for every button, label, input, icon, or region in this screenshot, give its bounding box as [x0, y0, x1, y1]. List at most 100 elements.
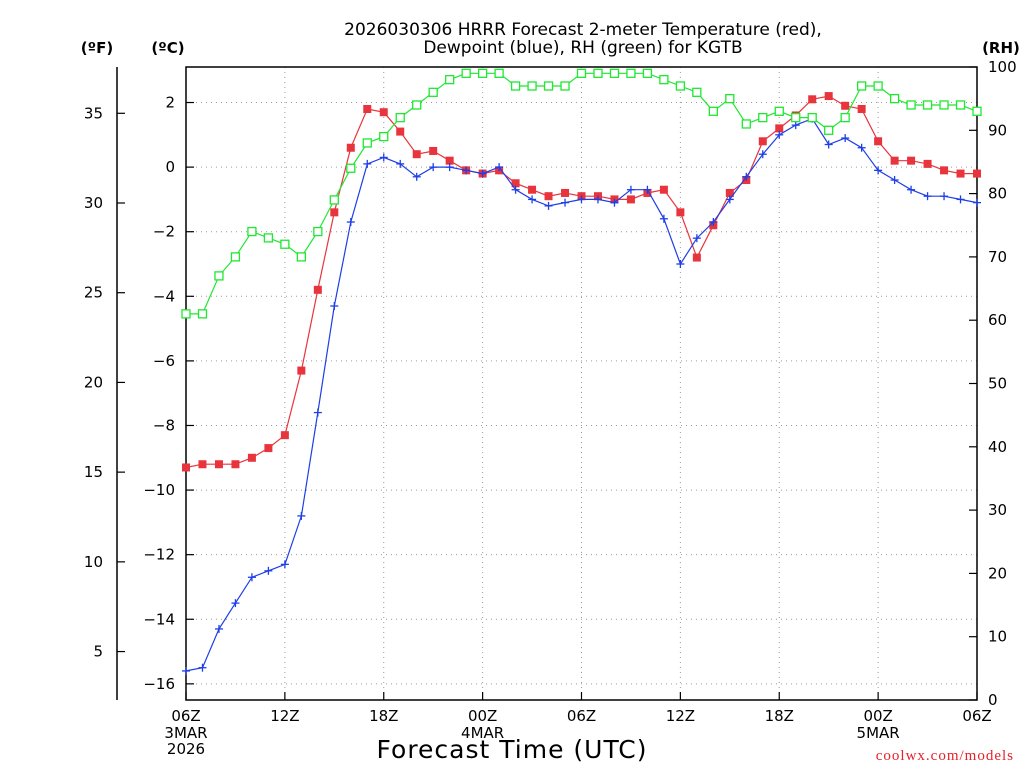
time-tick-label: 06Z: [171, 707, 200, 725]
fahrenheit-tick-label: 20: [84, 373, 103, 391]
data-point-rh: [461, 68, 471, 78]
data-point-temperature: [330, 208, 339, 217]
data-point-rh: [626, 68, 636, 78]
data-point-rh: [889, 94, 900, 104]
data-point-rh: [181, 309, 191, 319]
data-point-rh: [725, 94, 735, 104]
data-point-temperature: [659, 185, 668, 194]
rh-tick-label: 80: [988, 185, 1007, 203]
rh-tick-label: 70: [988, 248, 1007, 266]
data-point-temperature: [561, 188, 570, 197]
data-point-temperature: [923, 159, 932, 168]
data-point-dewpoint: [824, 140, 833, 149]
data-point-temperature: [973, 169, 981, 178]
data-point-temperature: [808, 95, 817, 104]
data-point-rh: [477, 68, 488, 78]
fahrenheit-tick-label: 5: [93, 643, 103, 661]
data-point-rh: [362, 138, 372, 148]
celsius-tick-label: −6: [153, 352, 175, 370]
data-point-temperature: [626, 195, 635, 204]
data-point-temperature: [841, 101, 850, 110]
data-point-dewpoint: [561, 198, 570, 207]
data-point-dewpoint: [725, 195, 734, 204]
data-point-rh: [494, 68, 504, 78]
date-label: 5MAR: [857, 724, 900, 742]
data-point-rh: [510, 81, 521, 91]
time-tick-label: 00Z: [468, 707, 497, 725]
fahrenheit-tick-label: 30: [84, 194, 103, 212]
data-point-rh: [774, 106, 784, 116]
chart-title-line: 2026030306 HRRR Forecast 2-meter Tempera…: [344, 20, 822, 40]
data-point-dewpoint: [379, 153, 388, 162]
data-point-dewpoint: [198, 663, 207, 672]
date-label: 4MAR: [461, 724, 504, 742]
data-point-rh: [642, 68, 653, 78]
data-point-dewpoint: [709, 218, 718, 227]
data-point-temperature: [264, 444, 273, 453]
fahrenheit-tick-label: 25: [84, 284, 103, 302]
data-point-dewpoint: [247, 573, 256, 582]
data-point-temperature: [890, 156, 899, 165]
data-point-temperature: [379, 108, 388, 117]
data-point-dewpoint: [313, 408, 322, 417]
data-point-dewpoint: [841, 134, 850, 143]
celsius-tick-label: −14: [143, 610, 175, 628]
time-tick-label: 12Z: [666, 707, 695, 725]
data-point-temperature: [874, 137, 883, 146]
data-point-dewpoint: [214, 624, 223, 633]
data-point-temperature: [214, 460, 223, 469]
celsius-tick-label: −4: [153, 287, 175, 305]
data-point-rh: [527, 81, 537, 91]
rh-tick-label: 0: [988, 691, 998, 709]
rh-tick-label: 100: [988, 58, 1017, 76]
celsius-tick-label: −16: [143, 675, 175, 693]
data-point-rh: [445, 75, 455, 85]
data-point-temperature: [297, 366, 306, 375]
data-point-dewpoint: [528, 195, 537, 204]
rh-tick-label: 60: [988, 311, 1007, 329]
data-point-dewpoint: [264, 566, 273, 575]
time-tick-label: 18Z: [765, 707, 794, 725]
data-point-temperature: [956, 169, 965, 178]
data-point-rh: [593, 68, 603, 78]
data-point-dewpoint: [643, 185, 652, 194]
time-tick-label: 00Z: [863, 707, 892, 725]
data-point-dewpoint: [676, 260, 685, 269]
data-point-temperature: [528, 185, 537, 194]
rh-unit-label: (RH): [982, 39, 1020, 57]
data-point-temperature: [445, 156, 454, 165]
data-point-rh: [214, 271, 224, 281]
data-point-rh: [856, 81, 867, 91]
data-point-rh: [428, 87, 438, 97]
data-point-dewpoint: [973, 198, 981, 207]
data-point-dewpoint: [577, 195, 586, 204]
celsius-axis: 2 0 −2 −4 −6 −8 −10 −12 −14 −16: [143, 94, 194, 693]
plot-frame: [185, 66, 978, 701]
data-point-rh: [609, 68, 620, 78]
data-point-dewpoint: [478, 169, 487, 178]
celsius-tick-label: −12: [143, 546, 175, 564]
data-point-dewpoint: [544, 201, 553, 210]
fahrenheit-unit-label: (ºF): [81, 39, 113, 57]
data-point-dewpoint: [610, 198, 619, 207]
data-point-temperature: [247, 453, 256, 462]
fahrenheit-axis: 35 30 25 20 15 10 5: [84, 67, 125, 700]
data-point-dewpoint: [429, 163, 438, 172]
celsius-tick-label: −10: [143, 481, 175, 499]
data-point-dewpoint: [330, 301, 339, 310]
data-point-dewpoint: [231, 599, 240, 608]
data-point-dewpoint: [462, 166, 471, 175]
data-point-rh: [543, 81, 554, 91]
data-point-rh: [692, 87, 702, 97]
data-point-dewpoint: [346, 218, 355, 227]
data-point-dewpoint: [495, 163, 504, 172]
data-point-rh: [379, 131, 389, 142]
credit-link[interactable]: coolwx.com/models: [876, 748, 1014, 764]
data-point-rh: [972, 106, 982, 116]
rh-tick-label: 30: [988, 501, 1007, 519]
data-point-temperature: [182, 463, 190, 472]
data-point-dewpoint: [297, 511, 306, 520]
data-point-temperature: [231, 460, 240, 469]
data-point-dewpoint: [593, 195, 602, 204]
